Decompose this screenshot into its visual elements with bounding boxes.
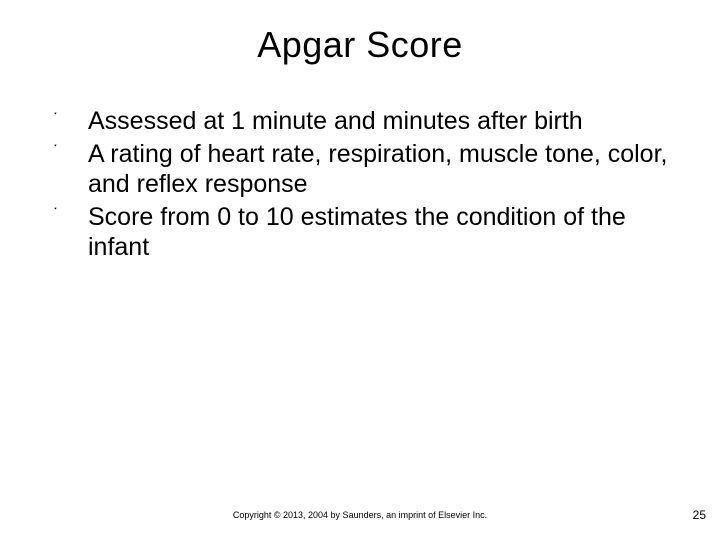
page-number: 25: [693, 508, 706, 522]
list-item: ་ A rating of heart rate, respiration, m…: [54, 139, 672, 200]
bullet-text: Assessed at 1 minute and minutes after b…: [88, 107, 583, 135]
bullet-list: ་ Assessed at 1 minute and minutes after…: [54, 106, 672, 263]
bullet-icon: ་: [54, 142, 57, 159]
bullet-text: A rating of heart rate, respiration, mus…: [88, 140, 667, 199]
slide: Apgar Score ་ Assessed at 1 minute and m…: [0, 0, 720, 540]
list-item: ་ Assessed at 1 minute and minutes after…: [54, 106, 672, 137]
bullet-icon: ་: [54, 110, 57, 127]
list-item: ་ Score from 0 to 10 estimates the condi…: [54, 202, 672, 263]
copyright-footer: Copyright © 2013, 2004 by Saunders, an i…: [0, 510, 720, 520]
bullet-icon: ་: [54, 205, 57, 222]
slide-title: Apgar Score: [0, 24, 720, 66]
bullet-text: Score from 0 to 10 estimates the conditi…: [88, 203, 626, 262]
slide-body: ་ Assessed at 1 minute and minutes after…: [54, 106, 672, 265]
